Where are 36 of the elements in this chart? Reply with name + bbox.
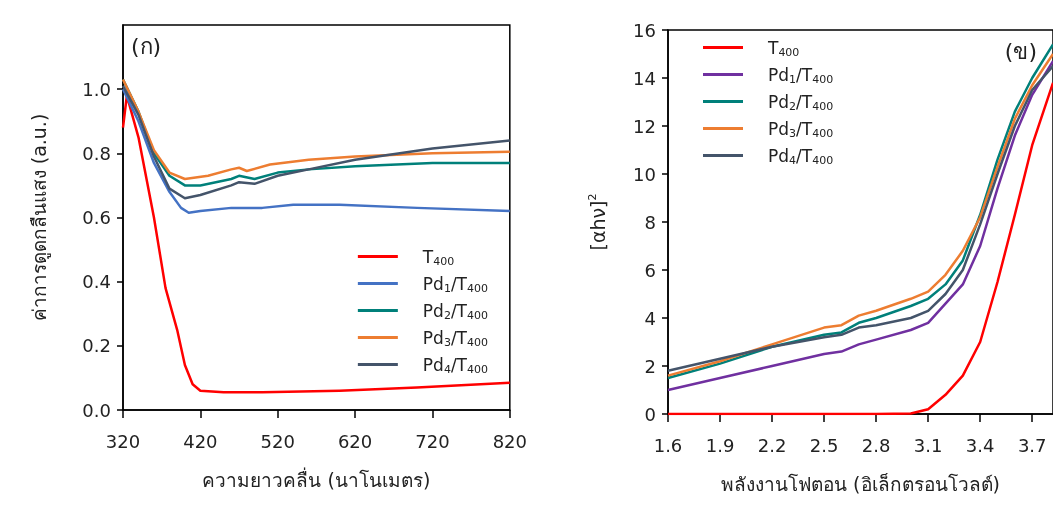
x-axis-title: ความยาวคลื่น (นาโนเมตร) bbox=[202, 466, 431, 491]
y-axis-title: ค่าการดูดกลืนแสง (a.u.) bbox=[27, 113, 51, 322]
x-tick-label: 3.4 bbox=[965, 434, 995, 456]
y-axis-title: [αhν]2 bbox=[586, 193, 609, 251]
x-tick-label: 320 bbox=[105, 430, 141, 452]
x-tick-label: 620 bbox=[337, 430, 373, 452]
x-tick-label: 1.6 bbox=[653, 434, 683, 456]
y-tick-label: 14 bbox=[633, 67, 656, 89]
y-tick-label: 0.0 bbox=[82, 399, 111, 421]
x-tick-label: 3.7 bbox=[1017, 434, 1047, 456]
x-tick-label: 2.5 bbox=[809, 434, 839, 456]
annotation: (ก) bbox=[131, 33, 162, 59]
x-tick-label: 520 bbox=[260, 430, 295, 452]
y-tick-label: 1.0 bbox=[82, 78, 111, 100]
x-tick-label: 420 bbox=[183, 430, 218, 452]
x-tick-label: 720 bbox=[415, 430, 450, 452]
x-tick-label: 2.2 bbox=[757, 434, 787, 456]
y-tick-label: 16 bbox=[633, 19, 656, 41]
y-tick-label: 0.2 bbox=[82, 335, 111, 357]
x-axis-title: พลังงานโฟตอน (อิเล็กตรอนโวลต์) bbox=[721, 471, 1000, 495]
x-tick-label: 820 bbox=[492, 430, 527, 452]
x-tick-label: 1.9 bbox=[705, 434, 735, 456]
y-tick-label: 4 bbox=[644, 307, 656, 329]
x-tick-label: 3.1 bbox=[913, 434, 943, 456]
x-tick-label: 2.8 bbox=[861, 434, 891, 456]
y-tick-label: 0.6 bbox=[82, 207, 111, 228]
y-tick-label: 0 bbox=[644, 403, 656, 425]
y-tick-label: 0.8 bbox=[82, 142, 111, 164]
y-tick-label: 12 bbox=[633, 115, 656, 137]
y-tick-label: 0.4 bbox=[82, 271, 111, 293]
y-tick-label: 6 bbox=[644, 259, 656, 281]
y-tick-label: 2 bbox=[644, 355, 656, 377]
line-series bbox=[121, 94, 512, 394]
annotation: (ข) bbox=[1004, 38, 1038, 64]
y-tick-label: 10 bbox=[633, 163, 656, 185]
y-tick-label: 8 bbox=[644, 211, 656, 233]
